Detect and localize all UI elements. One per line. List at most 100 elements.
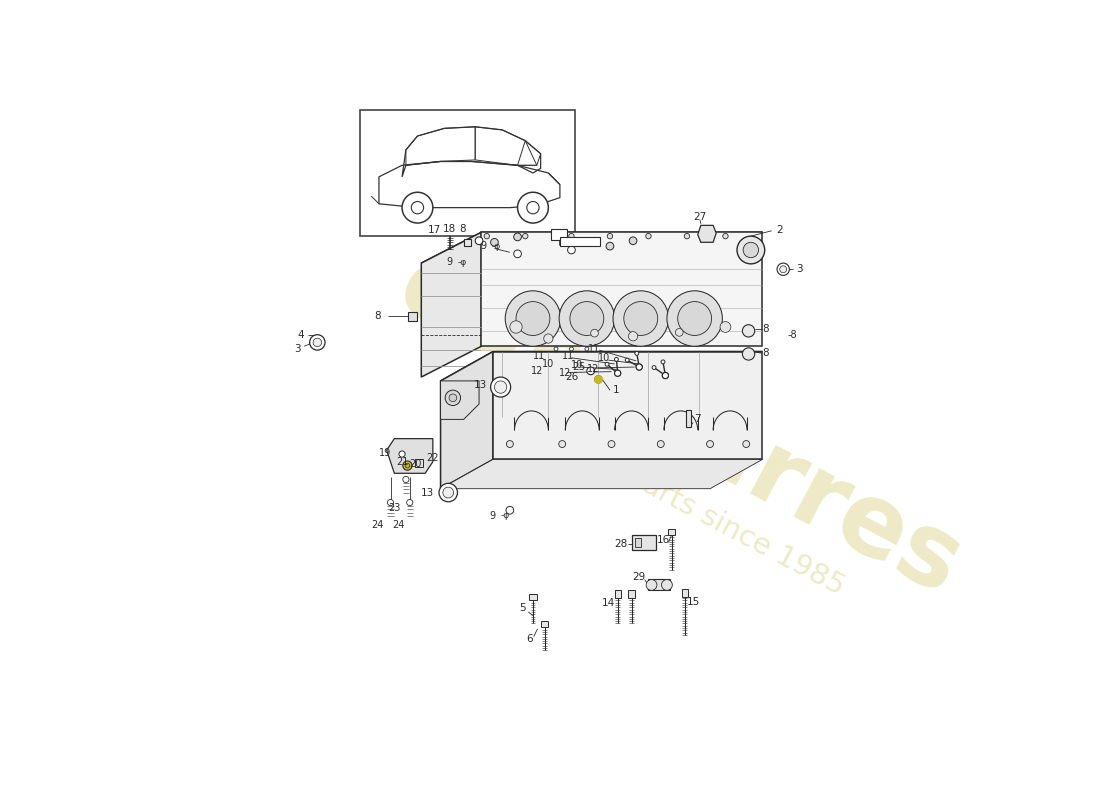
Bar — [631, 535, 656, 550]
Text: 25: 25 — [572, 362, 586, 372]
Circle shape — [615, 370, 620, 376]
Bar — [415, 459, 422, 467]
Circle shape — [403, 476, 409, 482]
Circle shape — [615, 358, 618, 362]
Text: 4: 4 — [298, 330, 305, 340]
Circle shape — [314, 338, 321, 346]
Circle shape — [514, 233, 521, 241]
Circle shape — [636, 364, 642, 370]
Circle shape — [586, 367, 595, 374]
Text: 6: 6 — [586, 237, 592, 246]
Text: 22: 22 — [427, 453, 439, 463]
Text: 9: 9 — [447, 258, 453, 267]
Circle shape — [661, 360, 664, 364]
Circle shape — [658, 441, 664, 447]
Text: -φ: -φ — [458, 258, 466, 267]
Text: 26: 26 — [564, 372, 579, 382]
Circle shape — [608, 441, 615, 447]
FancyBboxPatch shape — [551, 230, 566, 240]
Circle shape — [629, 237, 637, 245]
Circle shape — [605, 362, 609, 366]
Circle shape — [720, 322, 730, 332]
Text: 2: 2 — [777, 225, 783, 235]
Circle shape — [613, 291, 669, 346]
Circle shape — [518, 192, 548, 223]
Text: 12: 12 — [530, 366, 543, 376]
Circle shape — [509, 321, 522, 333]
Text: 24: 24 — [371, 520, 384, 530]
Text: 13: 13 — [473, 380, 486, 390]
Circle shape — [723, 234, 728, 239]
Polygon shape — [440, 352, 762, 381]
Polygon shape — [387, 438, 433, 474]
Text: 20: 20 — [409, 459, 422, 469]
Circle shape — [646, 234, 651, 239]
Circle shape — [662, 373, 669, 378]
Text: 13: 13 — [421, 487, 434, 498]
Text: 18: 18 — [443, 224, 456, 234]
Bar — [360, 110, 575, 236]
Text: 23: 23 — [562, 237, 573, 246]
Circle shape — [506, 441, 514, 447]
Circle shape — [522, 234, 528, 239]
Circle shape — [570, 302, 604, 335]
Circle shape — [439, 483, 458, 502]
Circle shape — [568, 246, 575, 254]
Text: 12: 12 — [586, 364, 600, 374]
Circle shape — [652, 366, 656, 370]
Circle shape — [615, 370, 620, 376]
Circle shape — [737, 236, 764, 264]
Text: 1: 1 — [613, 385, 619, 395]
Text: 10: 10 — [571, 361, 583, 370]
Circle shape — [570, 347, 573, 351]
Text: 9: 9 — [481, 241, 486, 251]
Circle shape — [449, 394, 456, 402]
Text: 21: 21 — [396, 457, 408, 466]
Circle shape — [606, 242, 614, 250]
Circle shape — [624, 302, 658, 335]
Circle shape — [399, 451, 405, 457]
Bar — [686, 410, 691, 427]
Text: 5: 5 — [519, 603, 526, 613]
Polygon shape — [440, 459, 762, 489]
Text: 17: 17 — [428, 225, 441, 235]
Text: 5: 5 — [580, 237, 586, 246]
Bar — [649, 578, 670, 590]
Text: 11: 11 — [561, 351, 574, 362]
Text: 3: 3 — [796, 264, 803, 274]
Circle shape — [475, 237, 483, 245]
Text: 8: 8 — [460, 224, 466, 234]
Text: 6: 6 — [526, 634, 532, 644]
Circle shape — [387, 499, 394, 506]
Bar — [541, 621, 549, 627]
Bar — [529, 594, 537, 600]
Circle shape — [506, 506, 514, 514]
Text: -8: -8 — [788, 330, 796, 340]
Circle shape — [628, 332, 638, 341]
Circle shape — [595, 375, 603, 383]
Circle shape — [405, 463, 409, 468]
Circle shape — [505, 291, 561, 346]
Circle shape — [559, 441, 565, 447]
Text: 8: 8 — [374, 311, 381, 322]
Circle shape — [484, 234, 490, 239]
Circle shape — [516, 302, 550, 335]
Circle shape — [744, 242, 759, 258]
Circle shape — [569, 234, 574, 239]
Circle shape — [402, 192, 432, 223]
Circle shape — [636, 364, 642, 370]
Text: 4: 4 — [574, 237, 580, 246]
Polygon shape — [421, 232, 762, 263]
Text: 9: 9 — [490, 510, 496, 521]
Circle shape — [780, 266, 786, 273]
Circle shape — [607, 234, 613, 239]
Circle shape — [446, 390, 461, 406]
Circle shape — [310, 334, 326, 350]
Circle shape — [411, 202, 424, 214]
Text: 12: 12 — [559, 368, 572, 378]
Text: 7: 7 — [694, 414, 701, 424]
Text: 19: 19 — [379, 447, 392, 458]
Circle shape — [403, 461, 412, 470]
Circle shape — [407, 499, 412, 506]
Circle shape — [742, 325, 755, 337]
